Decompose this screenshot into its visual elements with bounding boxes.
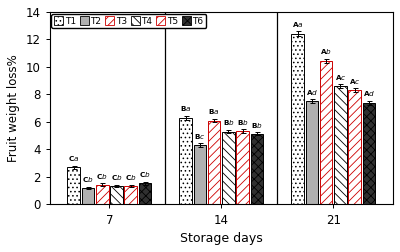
Text: $\mathbf{B}$$\mathit{b}$: $\mathbf{B}$$\mathit{b}$ xyxy=(251,120,263,130)
Bar xyxy=(124,186,137,204)
Bar xyxy=(139,183,151,204)
Text: $\mathbf{C}$$\mathit{b}$: $\mathbf{C}$$\mathit{b}$ xyxy=(125,173,136,182)
Text: $\mathbf{B}$$\mathit{a}$: $\mathbf{B}$$\mathit{a}$ xyxy=(208,107,220,116)
Bar xyxy=(194,145,206,204)
Bar xyxy=(82,188,94,204)
Text: $\mathbf{B}$$\mathit{a}$: $\mathbf{B}$$\mathit{a}$ xyxy=(180,104,192,113)
Bar xyxy=(208,121,220,204)
Text: $\mathbf{A}$$\mathit{a}$: $\mathbf{A}$$\mathit{a}$ xyxy=(292,20,303,29)
Text: $\mathbf{C}$$\mathit{b}$: $\mathbf{C}$$\mathit{b}$ xyxy=(111,173,122,182)
Text: $\mathbf{A}$$\mathit{b}$: $\mathbf{A}$$\mathit{b}$ xyxy=(320,47,332,56)
Bar xyxy=(291,34,304,204)
Bar xyxy=(306,101,318,204)
Text: $\mathbf{A}$$\mathit{c}$: $\mathbf{A}$$\mathit{c}$ xyxy=(334,73,346,82)
X-axis label: Storage days: Storage days xyxy=(180,232,263,245)
Y-axis label: Fruit weight loss%: Fruit weight loss% xyxy=(7,54,20,162)
Bar xyxy=(362,103,375,204)
Text: $\mathbf{B}$$\mathit{c}$: $\mathbf{B}$$\mathit{c}$ xyxy=(194,132,206,141)
Bar xyxy=(334,86,347,204)
Legend: T1, T2, T3, T4, T5, T6: T1, T2, T3, T4, T5, T6 xyxy=(51,14,206,28)
Text: $\mathbf{C}$$\mathit{b}$: $\mathbf{C}$$\mathit{b}$ xyxy=(82,175,94,184)
Text: $\mathbf{A}$$\mathit{d}$: $\mathbf{A}$$\mathit{d}$ xyxy=(363,89,375,98)
Text: $\mathbf{C}$$\mathit{b}$: $\mathbf{C}$$\mathit{b}$ xyxy=(139,170,151,179)
Bar xyxy=(236,131,249,204)
Text: $\mathbf{B}$$\mathit{b}$: $\mathbf{B}$$\mathit{b}$ xyxy=(222,118,234,128)
Text: $\mathbf{A}$$\mathit{d}$: $\mathbf{A}$$\mathit{d}$ xyxy=(306,88,318,97)
Bar xyxy=(348,90,361,204)
Bar xyxy=(180,118,192,204)
Bar xyxy=(68,167,80,204)
Text: $\mathbf{A}$$\mathit{c}$: $\mathbf{A}$$\mathit{c}$ xyxy=(349,77,360,86)
Bar xyxy=(251,134,263,204)
Text: $\mathbf{B}$$\mathit{b}$: $\mathbf{B}$$\mathit{b}$ xyxy=(237,118,248,127)
Bar xyxy=(96,184,108,204)
Bar xyxy=(222,132,235,204)
Bar xyxy=(320,61,332,204)
Text: $\mathbf{C}$$\mathit{a}$: $\mathbf{C}$$\mathit{a}$ xyxy=(68,154,79,163)
Bar xyxy=(110,186,123,204)
Text: $\mathbf{C}$$\mathit{b}$: $\mathbf{C}$$\mathit{b}$ xyxy=(96,172,108,181)
